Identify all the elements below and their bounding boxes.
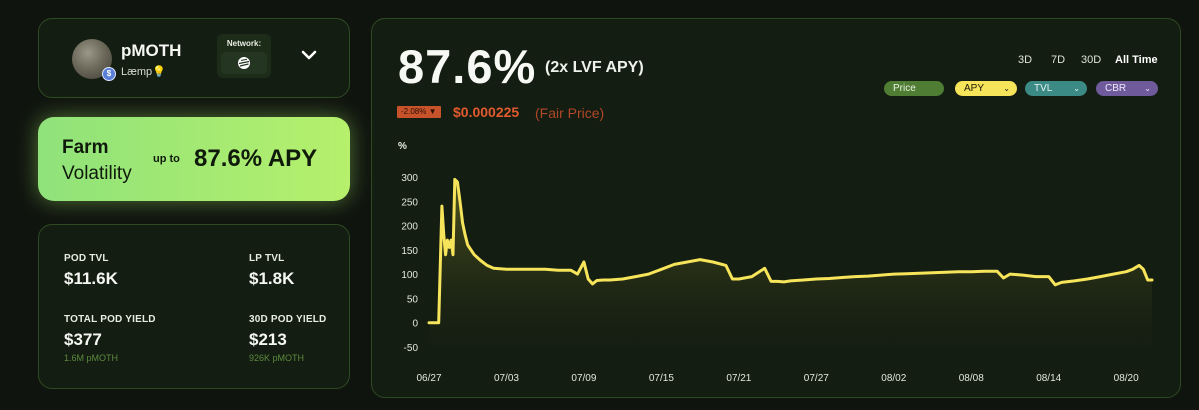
x-tick-label: 07/15 bbox=[649, 373, 674, 384]
chart-card: 87.6% (2x LVF APY) -2.08% ▼ $0.000225 (F… bbox=[371, 18, 1181, 398]
chevron-down-icon: ⌄ bbox=[1003, 84, 1010, 93]
apy-headline: 87.6% bbox=[398, 40, 537, 93]
range-all-time[interactable]: All Time bbox=[1115, 54, 1158, 66]
yield-30d-sub: 926K pMOTH bbox=[249, 353, 305, 363]
x-tick-label: 07/03 bbox=[494, 373, 519, 384]
lp-tvl-label: LP TVL bbox=[249, 253, 285, 264]
y-tick-label: 0 bbox=[412, 319, 418, 330]
total-yield-sub: 1.6M pMOTH bbox=[64, 353, 119, 363]
x-tick-label: 07/27 bbox=[804, 373, 829, 384]
farm-subtitle: Volatility bbox=[62, 163, 132, 184]
range-7d[interactable]: 7D bbox=[1051, 54, 1066, 66]
chevron-down-icon: ⌄ bbox=[1073, 84, 1080, 93]
range-3d[interactable]: 3D bbox=[1018, 54, 1033, 66]
y-tick-label: 250 bbox=[401, 197, 418, 208]
apy-area-fill bbox=[429, 179, 1152, 347]
x-tick-label: 08/14 bbox=[1036, 373, 1061, 384]
network-label: Network: bbox=[226, 39, 262, 48]
y-tick-label: 50 bbox=[407, 294, 419, 305]
farm-volatility-button[interactable]: Farm Volatility up to 87.6% APY bbox=[38, 117, 350, 201]
token-name: pMOTH bbox=[121, 41, 182, 60]
chevron-down-icon[interactable] bbox=[301, 49, 317, 61]
network-chain-icon bbox=[238, 57, 250, 69]
y-tick-label: 300 bbox=[401, 173, 418, 184]
pill-apy-label: APY bbox=[964, 83, 985, 94]
apy-type-label: (2x LVF APY) bbox=[545, 59, 644, 76]
apy-chart: % 300 250 200 150 100 50 0 -50 06/27 07/03 07/09 07/… bbox=[398, 141, 1154, 384]
x-tick-label: 07/21 bbox=[726, 373, 751, 384]
x-tick-label: 08/02 bbox=[881, 373, 906, 384]
pod-tvl-value: $11.6K bbox=[64, 269, 118, 288]
pill-price-label: Price bbox=[893, 83, 916, 94]
toggle-cbr[interactable]: CBR ⌄ bbox=[1096, 81, 1158, 96]
x-tick-label: 08/20 bbox=[1114, 373, 1139, 384]
total-yield-label: TOTAL POD YIELD bbox=[64, 314, 156, 325]
total-yield-value: $377 bbox=[64, 330, 102, 349]
x-tick-label: 08/08 bbox=[959, 373, 984, 384]
y-tick-label: -50 bbox=[404, 343, 419, 354]
price-value: $0.000225 bbox=[453, 104, 520, 120]
y-tick-label: 150 bbox=[401, 246, 418, 257]
x-tick-label: 07/09 bbox=[571, 373, 596, 384]
farm-title: Farm bbox=[62, 137, 109, 158]
price-change-value: -2.08% bbox=[401, 107, 427, 116]
toggle-apy[interactable]: APY ⌄ bbox=[955, 81, 1017, 96]
token-sub-label: Læmp bbox=[121, 66, 153, 78]
y-axis-label: % bbox=[398, 141, 407, 152]
token-subtitle: Læmp💡 bbox=[121, 65, 166, 78]
bulb-icon: 💡 bbox=[152, 66, 166, 78]
toggle-price[interactable]: Price bbox=[884, 81, 944, 96]
pill-tvl-label: TVL bbox=[1034, 83, 1053, 94]
pod-tvl-label: POD TVL bbox=[64, 253, 109, 264]
x-tick-label: 06/27 bbox=[416, 373, 441, 384]
y-tick-label: 200 bbox=[401, 222, 418, 233]
chain-badge-icon: $ bbox=[102, 67, 116, 81]
yield-30d-label: 30D POD YIELD bbox=[249, 314, 327, 325]
farm-upto-label: up to bbox=[153, 153, 180, 165]
token-card: $ pMOTH Læmp💡 Network: bbox=[38, 18, 350, 98]
apy-series-line bbox=[427, 177, 1154, 325]
range-30d[interactable]: 30D bbox=[1081, 54, 1102, 66]
network-selector[interactable]: Network: bbox=[217, 34, 271, 78]
chevron-down-icon: ⌄ bbox=[1144, 84, 1151, 93]
yield-30d-value: $213 bbox=[249, 330, 287, 349]
lp-tvl-value: $1.8K bbox=[249, 269, 295, 288]
network-icon-box[interactable] bbox=[221, 52, 267, 74]
pill-cbr-label: CBR bbox=[1105, 83, 1127, 94]
price-change-badge: -2.08% ▼ bbox=[397, 106, 441, 118]
stats-card: POD TVL $11.6K LP TVL $1.8K TOTAL POD YI… bbox=[38, 224, 350, 389]
down-triangle-icon: ▼ bbox=[428, 107, 437, 116]
y-tick-label: 100 bbox=[401, 270, 418, 281]
toggle-tvl[interactable]: TVL ⌄ bbox=[1025, 81, 1087, 96]
farm-apy-value: 87.6% APY bbox=[194, 145, 318, 172]
price-note: (Fair Price) bbox=[535, 105, 605, 121]
